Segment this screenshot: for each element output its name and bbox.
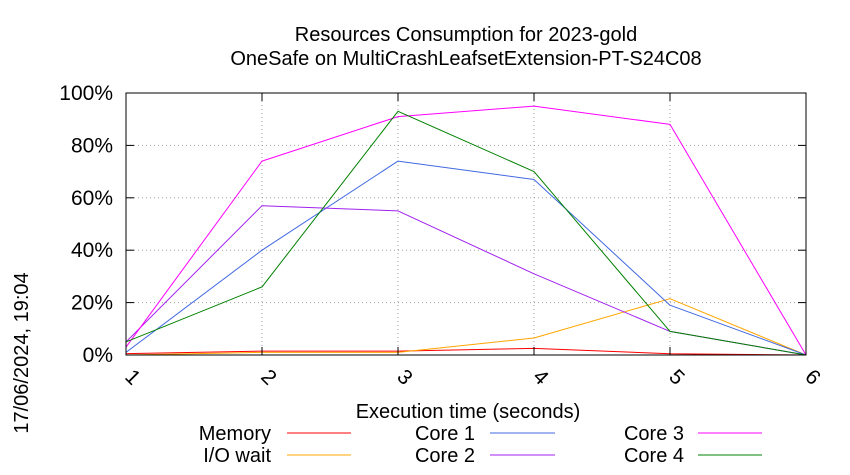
x-tick-label: 6 bbox=[800, 365, 825, 390]
timestamp-label: 17/06/2024, 19:04 bbox=[11, 272, 33, 433]
chart-subtitle: OneSafe on MultiCrashLeafsetExtension-PT… bbox=[230, 48, 701, 70]
series-line-core-3 bbox=[125, 105, 807, 356]
plot-frame bbox=[125, 92, 807, 356]
y-tick-label: 100% bbox=[59, 82, 113, 105]
series-line-core-4 bbox=[125, 110, 807, 356]
x-axis-label: Execution time (seconds) bbox=[356, 401, 581, 423]
series-line-i-o-wait bbox=[125, 298, 807, 356]
y-tick-label: 80% bbox=[71, 134, 113, 157]
x-tick-label: 4 bbox=[528, 365, 553, 390]
legend-label: Core 3 bbox=[624, 423, 684, 445]
legend-label: Memory bbox=[199, 423, 271, 445]
series-line-memory bbox=[125, 347, 807, 356]
legend-label: Core 2 bbox=[415, 445, 475, 467]
series-lines bbox=[125, 105, 807, 356]
y-tick-label: 60% bbox=[71, 187, 113, 210]
x-tick-label: 1 bbox=[120, 365, 145, 390]
chart-title: Resources Consumption for 2023-gold bbox=[295, 24, 637, 46]
axis-ticks: 0% 20% 40% 60% 80% 100% 1 2 3 4 5 6 bbox=[59, 82, 825, 390]
y-tick-label: 0% bbox=[83, 344, 113, 367]
x-tick-label: 2 bbox=[256, 365, 281, 390]
y-tick-label: 20% bbox=[71, 292, 113, 315]
legend-label: Core 4 bbox=[624, 445, 684, 467]
grid bbox=[126, 93, 806, 355]
series-line-core-1 bbox=[125, 160, 807, 356]
x-tick-label: 3 bbox=[392, 365, 417, 390]
legend-label: Core 1 bbox=[415, 423, 475, 445]
series-line-core-2 bbox=[125, 205, 807, 356]
legend-label: I/O wait bbox=[203, 445, 271, 467]
y-tick-label: 40% bbox=[71, 239, 113, 262]
x-tick-label: 5 bbox=[664, 365, 689, 390]
